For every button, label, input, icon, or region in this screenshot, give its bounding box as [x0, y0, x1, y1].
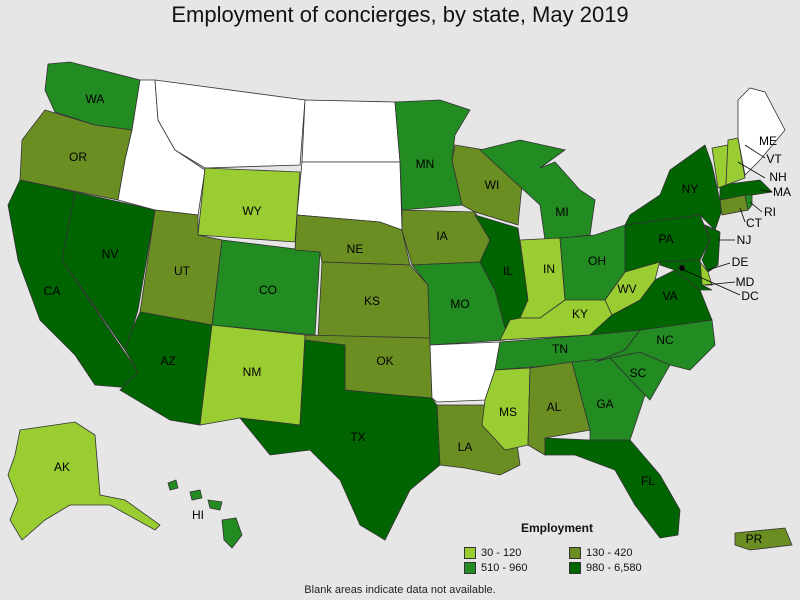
callout-lines — [683, 144, 773, 296]
legend-label-2: 510 - 960 — [481, 562, 528, 574]
label-NY: NY — [682, 182, 699, 196]
label-IN: IN — [543, 262, 555, 276]
state-WY[interactable] — [197, 167, 301, 243]
label-UT: UT — [174, 264, 191, 278]
legend-item-2: 510 - 960 — [464, 562, 527, 574]
label-TX: TX — [350, 430, 365, 444]
legend-title: Employment — [521, 521, 594, 535]
label-VA: VA — [662, 289, 677, 303]
label-VT: VT — [766, 152, 782, 166]
label-MI: MI — [555, 205, 568, 219]
label-CA: CA — [44, 284, 61, 298]
state-labels: WA OR CA NV WY UT AZ CO NM NE KS OK TX M… — [44, 92, 791, 546]
label-IA: IA — [436, 229, 447, 243]
label-CO: CO — [259, 283, 277, 297]
state-PR[interactable] — [734, 527, 793, 551]
label-WI: WI — [485, 178, 500, 192]
state-TX[interactable] — [239, 339, 441, 541]
label-AL: AL — [547, 400, 562, 414]
legend-label-1: 130 - 420 — [586, 547, 633, 559]
state-MI[interactable] — [479, 139, 596, 241]
label-WY: WY — [242, 204, 261, 218]
state-NC[interactable] — [594, 319, 716, 371]
label-NE: NE — [347, 242, 364, 256]
label-PR: PR — [746, 532, 763, 546]
legend-item-3: 980 - 6,580 — [569, 562, 642, 574]
label-MS: MS — [499, 405, 517, 419]
label-NM: NM — [243, 365, 262, 379]
label-CT: CT — [746, 216, 763, 230]
state-MD[interactable] — [659, 259, 713, 291]
label-WV: WV — [617, 282, 636, 296]
label-OK: OK — [376, 354, 393, 368]
state-ME[interactable] — [737, 87, 786, 176]
label-KY: KY — [572, 307, 588, 321]
legend-swatch-1 — [569, 547, 581, 559]
map-title: Employment of concierges, by state, May … — [171, 2, 629, 27]
state-NY[interactable] — [624, 144, 723, 231]
label-AZ: AZ — [160, 354, 175, 368]
legend-label-0: 30 - 120 — [481, 547, 522, 559]
footnote: Blank areas indicate data not available. — [304, 584, 496, 596]
legend-item-0: 30 - 120 — [464, 547, 521, 559]
label-TN: TN — [552, 342, 568, 356]
legend-label-3: 980 - 6,580 — [586, 562, 642, 574]
label-WA: WA — [86, 92, 105, 106]
label-HI: HI — [192, 508, 204, 522]
label-MD: MD — [736, 275, 755, 289]
label-FL: FL — [641, 474, 655, 488]
label-ME: ME — [759, 134, 777, 148]
state-AK[interactable] — [7, 421, 161, 541]
state-DC[interactable] — [678, 264, 686, 272]
legend-swatch-0 — [464, 547, 476, 559]
label-DE: DE — [732, 255, 749, 269]
label-NV: NV — [102, 247, 119, 261]
label-IL: IL — [503, 264, 513, 278]
label-PA: PA — [658, 232, 673, 246]
legend-swatch-3 — [569, 562, 581, 574]
label-NC: NC — [656, 333, 674, 347]
label-MN: MN — [416, 157, 435, 171]
state-ND[interactable] — [301, 99, 401, 163]
label-SC: SC — [630, 366, 647, 380]
label-NJ: NJ — [737, 233, 752, 247]
label-OH: OH — [588, 254, 606, 268]
label-RI: RI — [764, 205, 776, 219]
label-DC: DC — [741, 289, 759, 303]
legend-item-1: 130 - 420 — [569, 547, 632, 559]
label-MA: MA — [773, 185, 791, 199]
label-AK: AK — [54, 460, 70, 474]
state-NH[interactable] — [725, 137, 746, 186]
label-GA: GA — [596, 397, 613, 411]
legend-swatch-2 — [464, 562, 476, 574]
label-NH: NH — [769, 170, 786, 184]
state-MA[interactable] — [719, 179, 773, 201]
label-LA: LA — [458, 440, 473, 454]
label-KS: KS — [364, 294, 380, 308]
label-MO: MO — [450, 297, 469, 311]
label-OR: OR — [69, 150, 87, 164]
state-FL[interactable] — [544, 437, 681, 539]
state-HI[interactable] — [167, 479, 243, 549]
